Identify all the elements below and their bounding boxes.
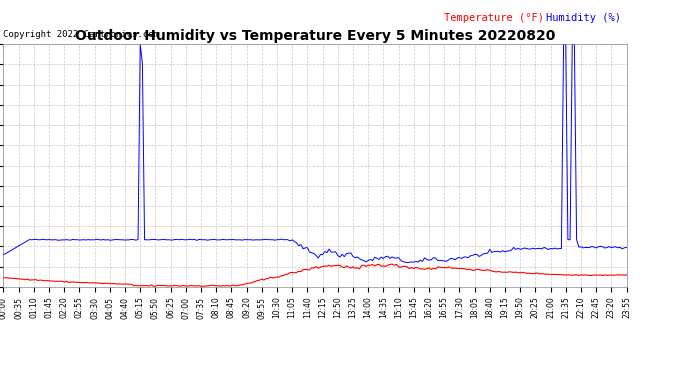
- Legend: Temperature (°F), Humidity (%): Temperature (°F), Humidity (%): [444, 13, 621, 23]
- Text: Copyright 2022 Cartronics.com: Copyright 2022 Cartronics.com: [3, 30, 159, 39]
- Title: Outdoor Humidity vs Temperature Every 5 Minutes 20220820: Outdoor Humidity vs Temperature Every 5 …: [75, 29, 555, 43]
